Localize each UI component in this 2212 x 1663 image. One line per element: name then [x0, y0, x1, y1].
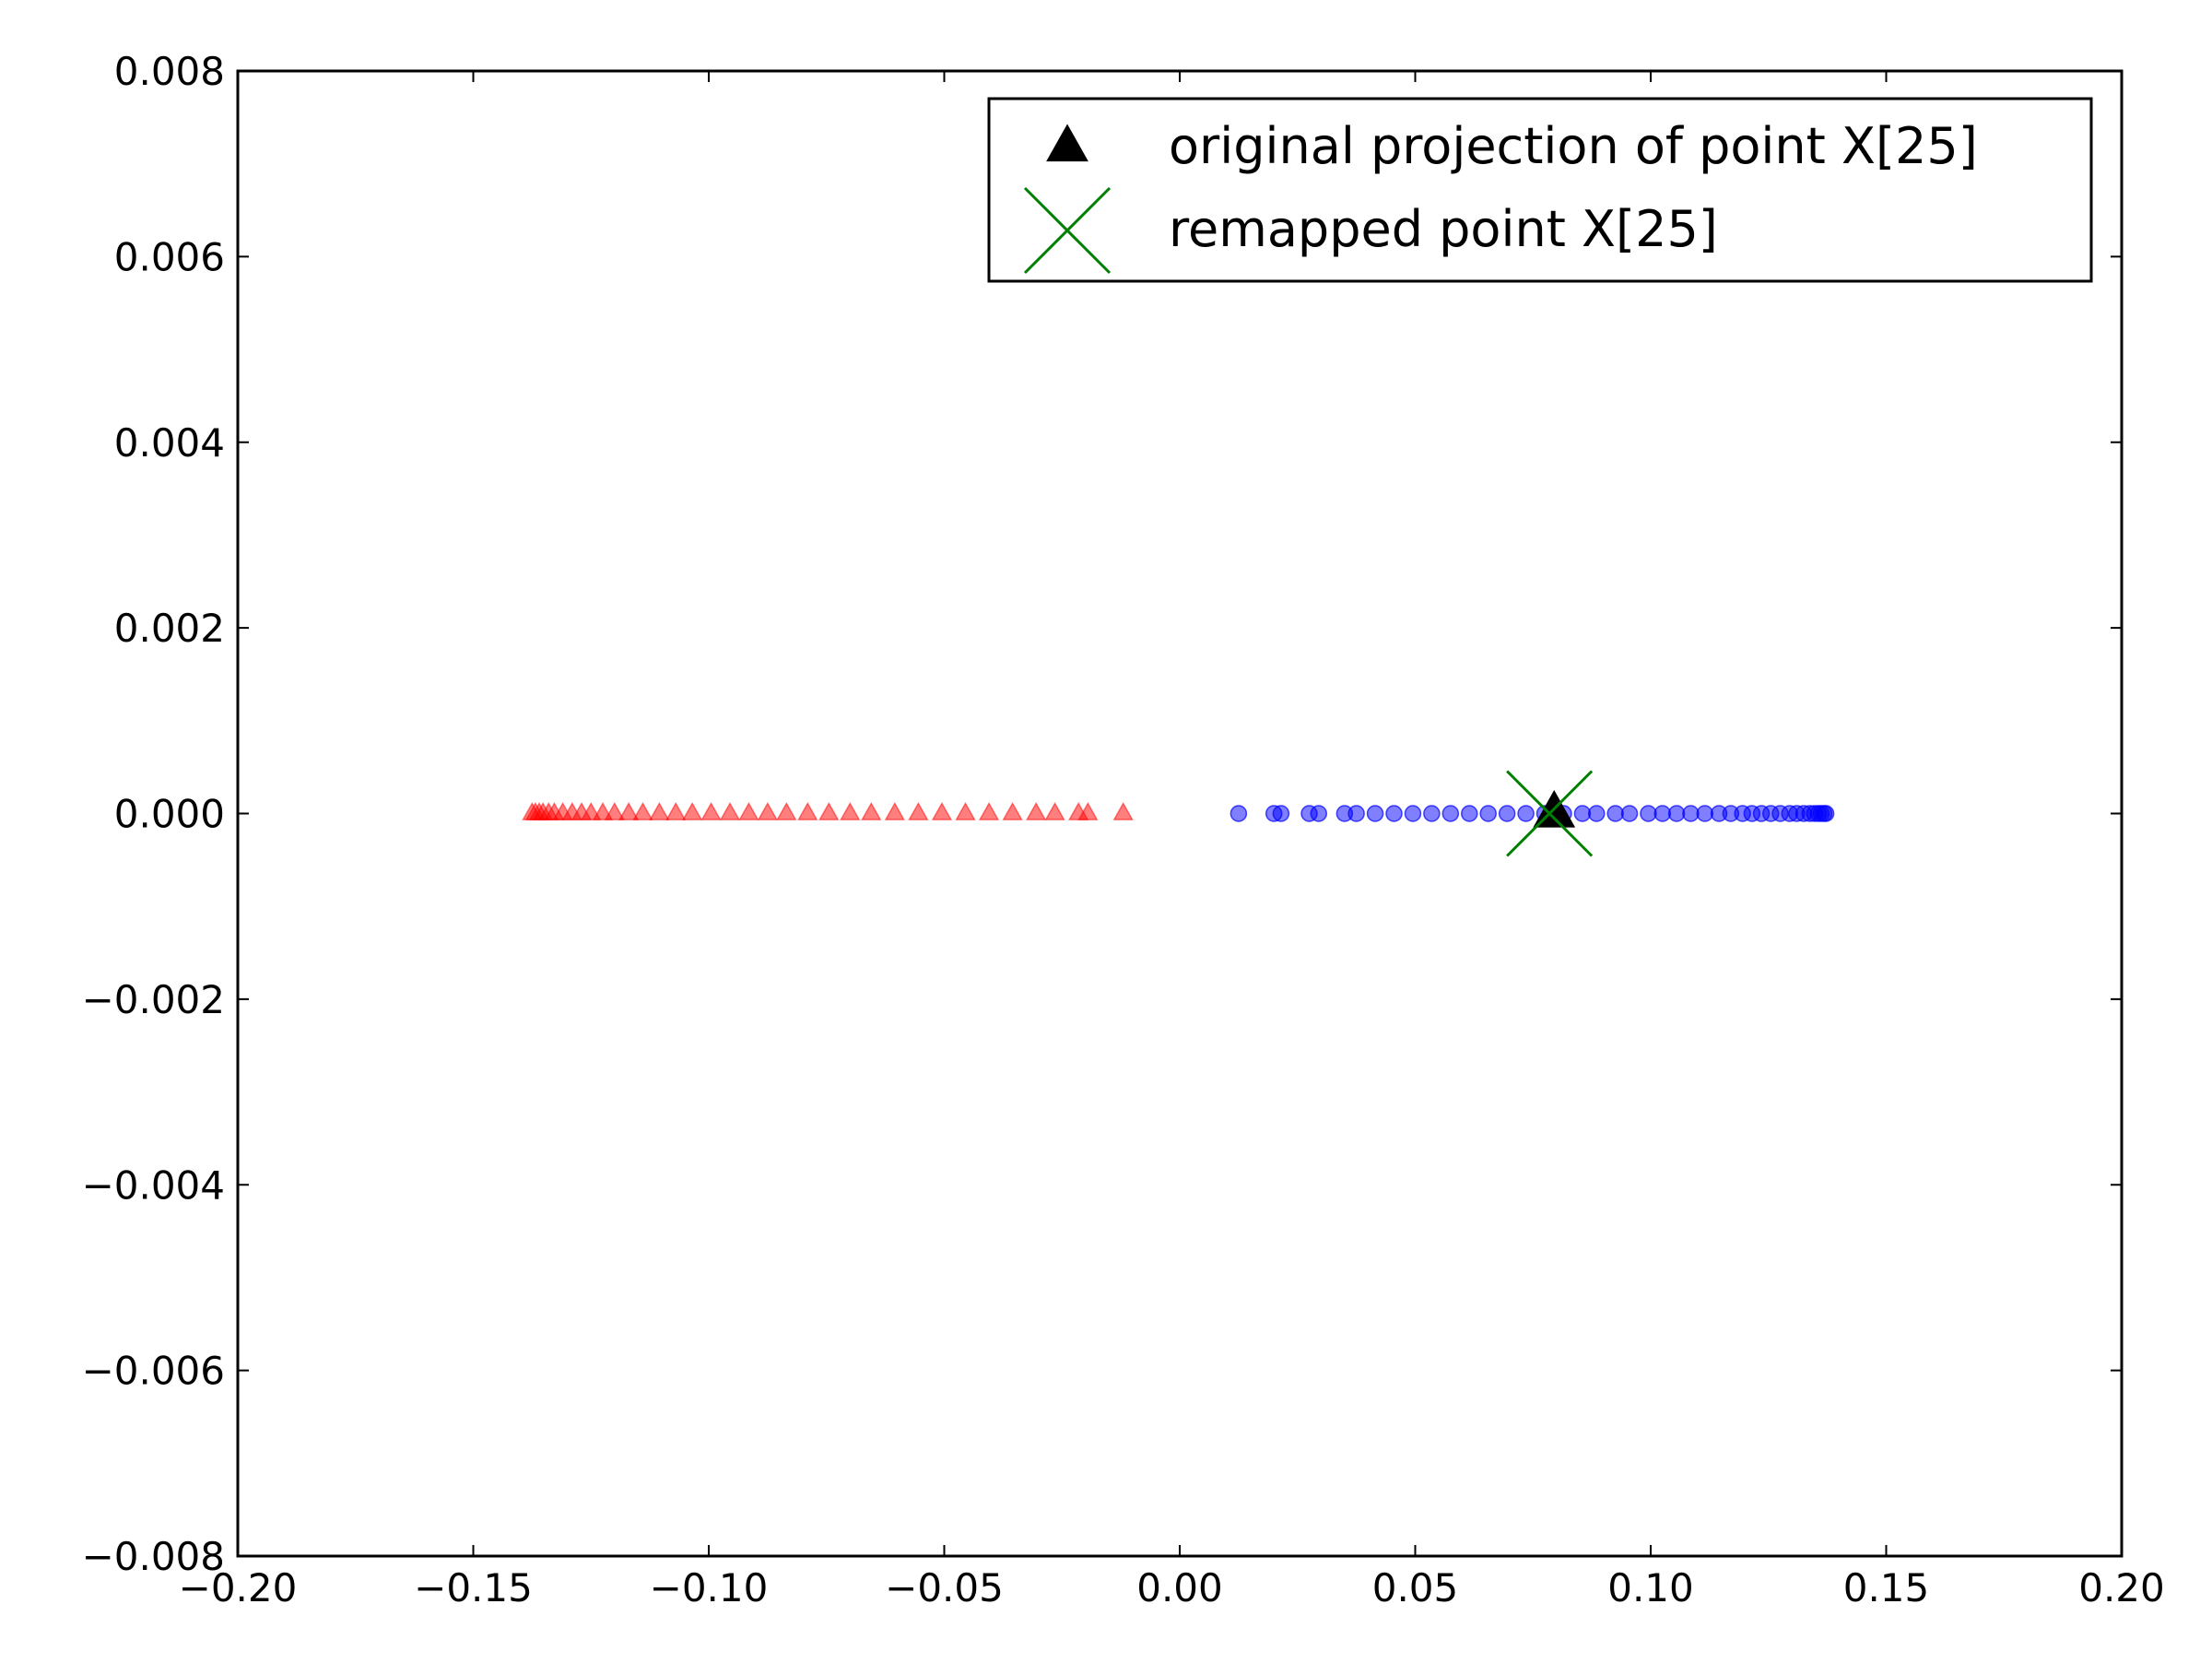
data-point-circle-1-9: [1404, 805, 1422, 822]
data-point-circle-1-4: [1310, 805, 1327, 822]
data-point-x-3-0-stroke-b: [1506, 770, 1594, 857]
x-tick-label: −0.10: [650, 1565, 769, 1610]
data-point-triangle-0-29: [955, 801, 976, 820]
data-point-triangle-0-35: [1077, 801, 1099, 820]
legend: original projection of point X[25] remapp…: [987, 97, 2093, 283]
data-point-circle-1-13: [1479, 805, 1497, 822]
data-point-circle-1-14: [1498, 805, 1516, 822]
data-point-triangle-0-36: [1112, 801, 1134, 820]
data-point-circle-1-18: [1573, 805, 1592, 822]
data-point-triangle-0-25: [861, 801, 882, 820]
data-point-circle-1-20: [1606, 805, 1624, 822]
data-point-circle-1-2: [1272, 805, 1290, 822]
x-tick-label: 0.05: [1372, 1565, 1459, 1610]
series-3: [1506, 770, 1594, 857]
data-point-triangle-0-12: [618, 801, 640, 820]
data-point-circle-1-11: [1441, 805, 1460, 822]
y-tick-label: 0.000: [114, 792, 225, 837]
legend-marker-triangle: [1046, 124, 1088, 162]
x-tick-label: −0.15: [414, 1565, 533, 1610]
data-point-circle-1-6: [1347, 805, 1365, 822]
data-point-circle-1-7: [1366, 805, 1384, 822]
data-point-x-3-0: [1506, 770, 1594, 857]
data-point-circle-1-26: [1696, 805, 1714, 822]
data-point-triangle-0-13: [632, 801, 653, 820]
x-tick-label: 0.10: [1607, 1565, 1694, 1610]
y-tick-label: −0.008: [82, 1534, 225, 1579]
data-point-circle-1-12: [1461, 805, 1478, 822]
y-tick-label: −0.006: [82, 1349, 225, 1394]
y-tick-label: 0.008: [114, 49, 225, 94]
data-point-triangle-0-17: [700, 801, 722, 820]
data-point-circle-1-24: [1667, 805, 1686, 822]
data-point-triangle-0-18: [719, 801, 741, 820]
y-tick-label: 0.006: [114, 234, 225, 279]
plot-area: [522, 770, 1835, 857]
data-point-triangle-0-30: [978, 801, 1000, 820]
data-point-triangle-0-14: [649, 801, 670, 820]
y-tick-label: −0.002: [82, 977, 225, 1022]
legend-box: [987, 97, 2093, 283]
data-point-circle-1-23: [1653, 805, 1672, 822]
data-point-triangle-0-11: [604, 801, 625, 820]
data-point-triangle-0-24: [840, 801, 861, 820]
data-point-triangle-0-32: [1025, 801, 1047, 820]
legend-marker-x: [1023, 186, 1112, 275]
data-point-triangle-0-20: [757, 801, 779, 820]
data-point-triangle-0-31: [1002, 801, 1023, 820]
data-point-circle-1-0: [1230, 805, 1248, 822]
data-point-circle-1-8: [1385, 805, 1403, 822]
data-point-triangle-0-15: [665, 801, 687, 820]
data-point-circle-1-15: [1517, 805, 1535, 822]
y-tick-label: 0.004: [114, 420, 225, 466]
data-point-triangle-0-19: [738, 801, 759, 820]
legend-label: original projection of point X[25]: [1169, 117, 1978, 175]
data-point-circle-1-10: [1423, 805, 1441, 822]
y-tick-label: 0.002: [114, 606, 225, 651]
data-point-circle-1-19: [1587, 805, 1606, 822]
x-tick-label: 0.15: [1843, 1565, 1930, 1610]
series-0: [522, 801, 1134, 820]
data-point-triangle-0-28: [931, 801, 953, 820]
data-point-triangle-0-21: [776, 801, 797, 820]
legend-marker-x-stroke-b: [1023, 186, 1112, 275]
data-point-circle-1-42: [1817, 805, 1835, 822]
axes: −0.20 −0.15 −0.10 −0.05 0.00 0.05 0.10 0.15 0.20…: [82, 49, 2165, 1610]
x-tick-label: 0.00: [1136, 1565, 1223, 1610]
data-point-triangle-0-16: [681, 801, 703, 820]
legend-label: remapped point X[25]: [1169, 200, 1718, 258]
data-point-triangle-0-22: [797, 801, 818, 820]
data-point-circle-1-22: [1640, 805, 1657, 822]
data-point-triangle-0-27: [908, 801, 929, 820]
x-tick-label: −0.05: [885, 1565, 1004, 1610]
series-1: [1230, 805, 1835, 822]
x-tick-label: −0.20: [179, 1565, 298, 1610]
data-point-triangle-0-33: [1044, 801, 1065, 820]
data-point-triangle-0-23: [818, 801, 840, 820]
data-point-triangle-0-26: [884, 801, 906, 820]
y-tick-label: −0.004: [82, 1162, 225, 1208]
data-point-circle-1-21: [1620, 805, 1639, 822]
data-point-circle-1-25: [1682, 805, 1700, 822]
x-tick-label: 0.20: [2078, 1565, 2165, 1610]
